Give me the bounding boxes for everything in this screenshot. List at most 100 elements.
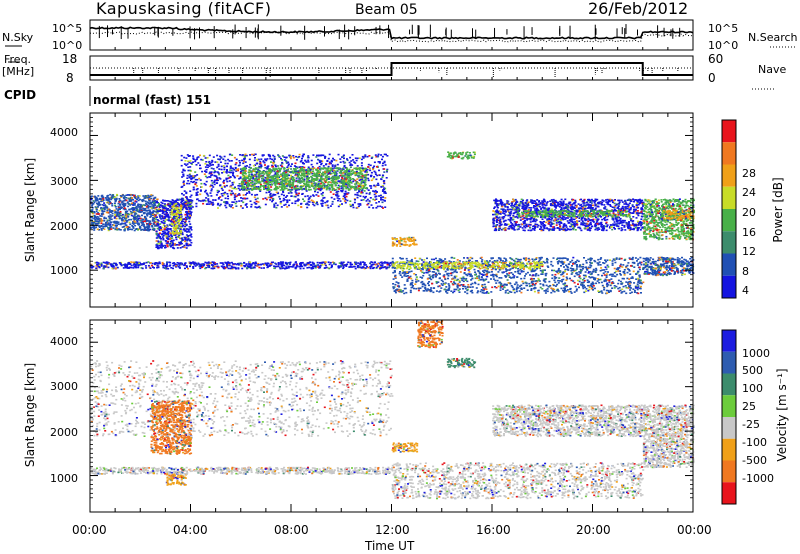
power-pixel bbox=[322, 261, 325, 264]
power-pixel bbox=[360, 164, 363, 167]
power-pixel bbox=[163, 232, 166, 235]
power-pixel bbox=[130, 214, 133, 217]
power-pixel bbox=[213, 174, 216, 177]
power-pixel bbox=[356, 196, 359, 199]
power-pixel bbox=[283, 187, 286, 190]
power-pixel bbox=[153, 216, 156, 218]
power-pixel bbox=[272, 161, 275, 164]
power-pixel bbox=[224, 191, 227, 194]
power-pixel bbox=[211, 182, 214, 184]
power-pixel bbox=[363, 181, 366, 184]
power-pixel bbox=[251, 262, 254, 265]
power-pixel bbox=[149, 262, 152, 264]
power-pixel bbox=[294, 200, 297, 202]
power-pixel bbox=[210, 189, 213, 192]
power-pixel bbox=[323, 167, 326, 169]
power-pixel bbox=[358, 174, 361, 176]
power-pixel bbox=[166, 215, 169, 218]
power-pixel bbox=[210, 184, 212, 187]
power-pixel bbox=[199, 200, 202, 202]
power-pixel bbox=[376, 191, 378, 193]
power-pixel bbox=[358, 168, 361, 171]
power-pixel bbox=[344, 201, 347, 204]
power-pixel bbox=[330, 167, 333, 170]
power-pixel bbox=[384, 164, 387, 166]
power-pixel bbox=[315, 184, 318, 187]
power-pixel bbox=[315, 173, 318, 176]
power-pixel bbox=[338, 198, 341, 200]
power-pixel bbox=[175, 238, 178, 241]
power-pixel bbox=[345, 192, 348, 195]
power-pixel bbox=[311, 172, 314, 175]
power-pixel bbox=[174, 228, 176, 230]
power-pixel bbox=[185, 234, 188, 236]
power-pixel bbox=[123, 197, 126, 199]
power-pixel bbox=[163, 231, 166, 233]
power-pixel bbox=[188, 210, 191, 213]
power-pixel bbox=[350, 173, 353, 176]
power-pixel bbox=[243, 154, 246, 157]
power-pixel bbox=[290, 176, 293, 179]
power-pixel bbox=[153, 221, 156, 224]
power-pixel bbox=[126, 210, 129, 213]
power-pixel bbox=[209, 200, 212, 203]
power-pixel bbox=[113, 217, 116, 219]
power-pixel bbox=[169, 206, 172, 208]
power-pixel bbox=[159, 217, 162, 219]
power-pixel bbox=[359, 204, 362, 206]
power-pixel bbox=[188, 231, 191, 233]
power-pixel bbox=[490, 291, 493, 293]
power-pixel bbox=[181, 192, 183, 195]
power-pixel bbox=[138, 206, 141, 208]
power-pixel bbox=[144, 208, 146, 210]
power-pixel bbox=[240, 264, 243, 267]
power-pixel bbox=[241, 180, 244, 183]
power-pixel bbox=[230, 190, 233, 192]
power-pixel bbox=[105, 201, 108, 204]
power-pixel bbox=[435, 290, 438, 292]
power-pixel bbox=[228, 262, 231, 264]
power-pixel bbox=[185, 197, 188, 199]
power-pixel bbox=[96, 197, 99, 200]
power-pixel bbox=[275, 187, 278, 190]
power-pixel bbox=[132, 267, 135, 269]
power-pixel bbox=[210, 202, 213, 204]
power-pixel bbox=[189, 202, 192, 204]
power-pixel bbox=[374, 185, 377, 188]
power-pixel bbox=[190, 233, 193, 235]
power-pixel bbox=[233, 176, 236, 179]
power-pixel bbox=[243, 160, 245, 163]
power-pixel bbox=[131, 225, 134, 227]
power-pixel bbox=[125, 199, 128, 202]
power-pixel bbox=[226, 261, 229, 264]
power-pixel bbox=[90, 201, 93, 203]
power-pixel bbox=[239, 162, 241, 164]
power-pixel bbox=[370, 187, 373, 189]
power-pixel bbox=[215, 175, 218, 178]
power-pixel bbox=[264, 166, 267, 169]
power-pixel bbox=[359, 261, 362, 263]
power-pixel bbox=[226, 170, 228, 172]
power-pixel bbox=[325, 178, 328, 181]
power-pixel bbox=[242, 172, 245, 175]
power-pixel bbox=[117, 223, 120, 225]
power-pixel bbox=[158, 210, 161, 212]
power-pixel bbox=[142, 199, 145, 201]
power-pixel bbox=[190, 229, 193, 231]
power-pixel bbox=[124, 224, 127, 226]
power-pixel bbox=[98, 209, 101, 212]
power-pixel bbox=[370, 157, 373, 159]
power-pixel bbox=[277, 154, 280, 156]
power-pixel bbox=[349, 203, 352, 206]
power-pixel bbox=[110, 196, 113, 198]
power-pixel bbox=[370, 261, 373, 263]
power-pixel bbox=[195, 262, 197, 265]
power-pixel bbox=[307, 173, 310, 175]
power-pixel bbox=[186, 228, 189, 230]
power-pixel bbox=[204, 175, 207, 178]
power-pixel bbox=[188, 205, 191, 207]
power-pixel bbox=[251, 187, 254, 190]
power-pixel bbox=[307, 161, 310, 163]
power-pixel bbox=[309, 188, 312, 191]
power-pixel bbox=[302, 188, 305, 190]
